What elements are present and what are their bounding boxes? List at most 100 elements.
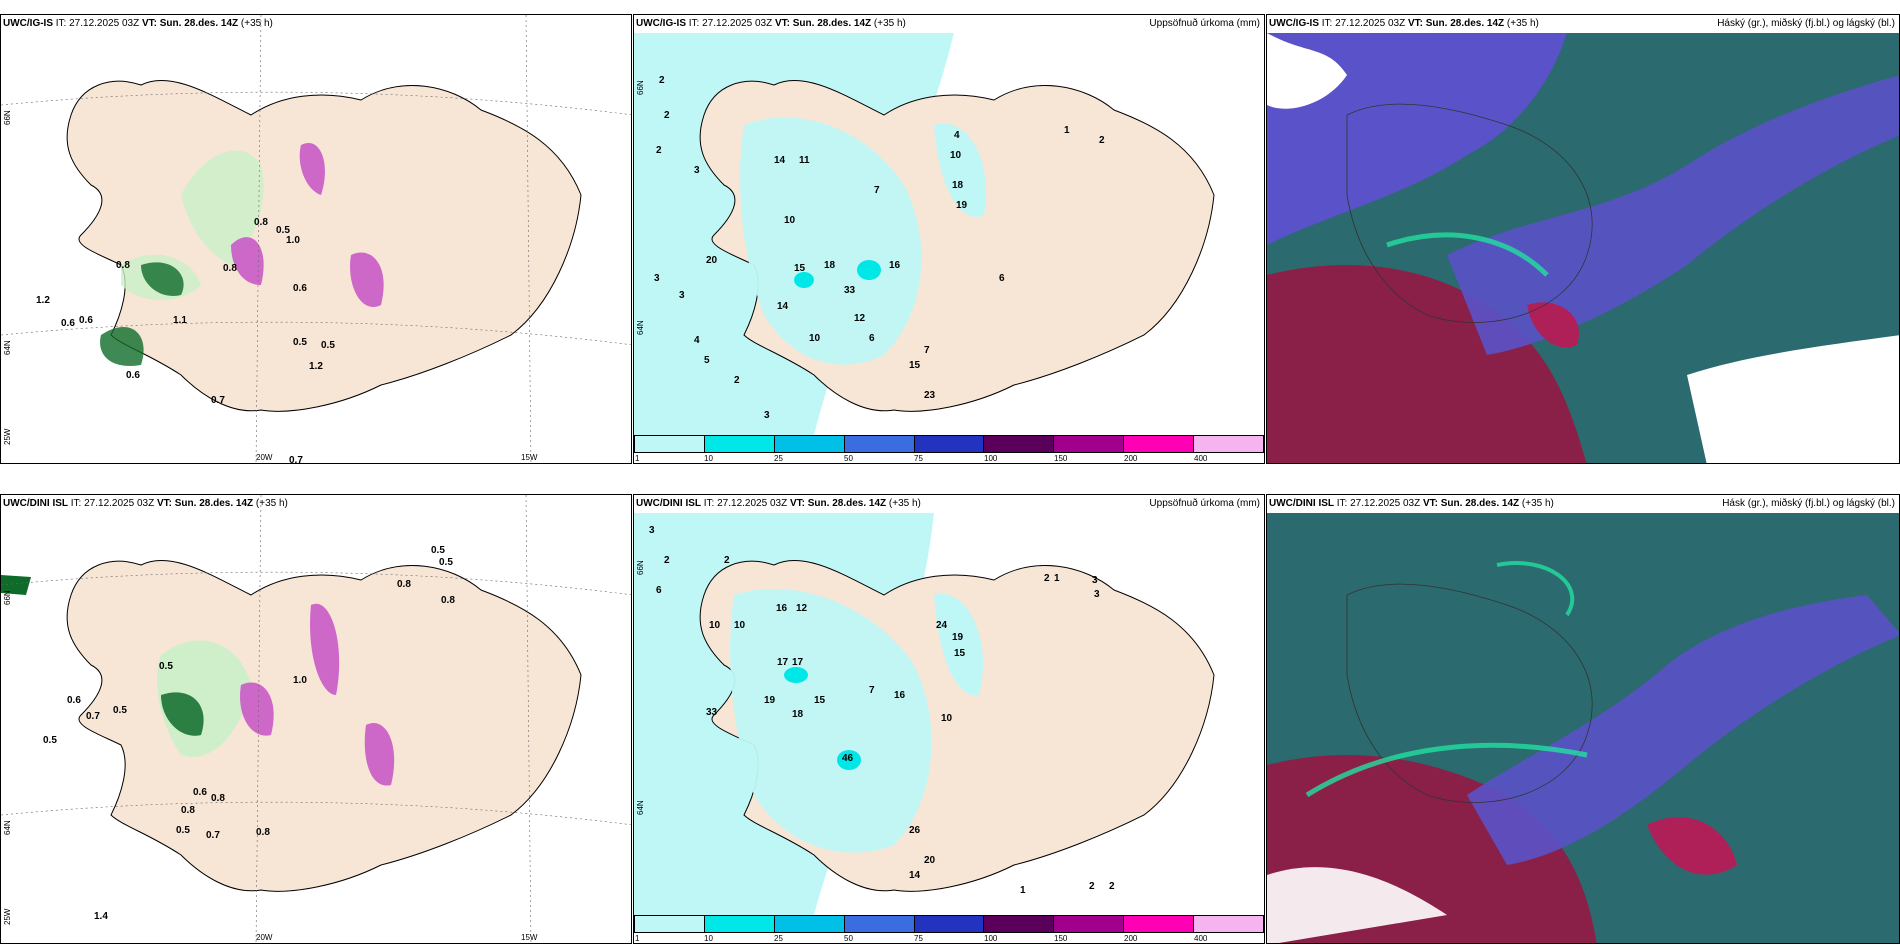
precip-value: 7 — [869, 685, 875, 696]
heavy-precip — [141, 262, 184, 296]
precip-area — [934, 123, 986, 217]
snow-area — [299, 143, 325, 195]
wind-value: 1.1 — [173, 315, 187, 326]
precip-value: 2 — [724, 555, 730, 566]
lon-label-20w: 20W — [256, 453, 273, 462]
precip-value: 19 — [764, 695, 776, 706]
lat-label-64n: 64N — [636, 800, 645, 815]
scale-swatch — [635, 916, 705, 932]
precip-value: 18 — [952, 180, 964, 191]
precip-value: 14 — [777, 301, 789, 312]
lead-time: (+35 h) — [1506, 18, 1539, 29]
it-label: IT: — [688, 18, 700, 29]
vt-value: Sun. 28.des. 14Z — [807, 498, 887, 509]
precip-value: 10 — [784, 215, 796, 226]
wind-value: 0.6 — [79, 315, 93, 326]
wind-value: 0.5 — [43, 735, 57, 746]
panel-top-cloud: UWC/IG-IS IT: 27.12.2025 03Z VT: Sun. 28… — [1266, 14, 1900, 464]
precip-value: 15 — [954, 648, 966, 659]
it-value: 27.12.2025 03Z — [84, 498, 155, 509]
scale-label: 200 — [1124, 934, 1138, 943]
panel-top-wind: UWC/IG-IS IT: 27.12.2025 03Z VT: Sun. 28… — [0, 14, 632, 464]
scale-swatch — [1194, 436, 1264, 452]
precip-map — [634, 513, 1215, 915]
precip-value: 10 — [734, 620, 746, 631]
panel-title: Uppsöfnuð úrkoma (mm) — [1149, 18, 1260, 29]
precip-value: 12 — [854, 313, 866, 324]
precip-value: 2 — [664, 110, 670, 121]
wind-value: 0.8 — [254, 217, 268, 228]
panel-header: UWC/DINI ISL IT: 27.12.2025 03Z VT: Sun.… — [636, 498, 921, 509]
cloud-map — [1267, 33, 1899, 463]
it-label: IT: — [703, 498, 715, 509]
precip-value: 1 — [1054, 573, 1060, 584]
precip-value: 1 — [1064, 125, 1070, 136]
precip-value: 46 — [842, 753, 854, 764]
precip-value: 15 — [909, 360, 921, 371]
precip-value: 3 — [764, 410, 770, 421]
precip-value: 2 — [1099, 135, 1105, 146]
scale-label: 400 — [1194, 454, 1208, 463]
clear-sky — [1267, 867, 1447, 943]
lat-label-64n: 64N — [3, 820, 12, 835]
scale-swatch — [774, 916, 845, 932]
it-value: 27.12.2025 03Z — [702, 18, 773, 29]
precip-value: 11 — [799, 155, 810, 166]
panel-top-precip: UWC/IG-IS IT: 27.12.2025 03Z VT: Sun. 28… — [633, 14, 1265, 464]
lon-label-25w: 25W — [3, 908, 12, 925]
wind-value: 0.8 — [441, 595, 455, 606]
lon-label-15w: 15W — [521, 933, 538, 942]
lead-time: (+35 h) — [255, 498, 288, 509]
lead-time: (+35 h) — [873, 18, 906, 29]
panel-header: UWC/DINI ISL IT: 27.12.2025 03Z VT: Sun.… — [3, 498, 288, 509]
scale-bar — [634, 435, 1264, 453]
model-name: UWC/DINI ISL — [636, 498, 701, 509]
lon-label-15w: 15W — [521, 453, 538, 462]
lead-time: (+35 h) — [888, 498, 921, 509]
snow-area — [240, 682, 274, 736]
precip-value: 3 — [694, 165, 700, 176]
lat-line — [1, 801, 631, 826]
wind-map — [1, 495, 631, 943]
scale-label: 50 — [844, 934, 853, 943]
vt-label: VT: — [774, 18, 790, 29]
it-value: 27.12.2025 03Z — [1350, 498, 1421, 509]
precip-value: 4 — [954, 130, 960, 141]
scale-swatch — [1054, 436, 1125, 452]
scale-swatch — [1054, 916, 1125, 932]
precip-value: 10 — [709, 620, 721, 631]
wind-map — [1, 15, 631, 463]
wind-value: 0.5 — [431, 545, 445, 556]
snow-area — [364, 723, 395, 786]
wind-value: 0.8 — [397, 579, 411, 590]
heavy-precip — [100, 326, 144, 366]
precip-map — [634, 33, 1264, 435]
precip-value: 12 — [796, 603, 808, 614]
scale-bar — [634, 915, 1264, 933]
scale-label: 1 — [635, 934, 640, 943]
precip-value: 15 — [814, 695, 826, 706]
heavy-precip — [1, 575, 31, 595]
lat-label-66n: 66N — [3, 590, 12, 605]
clear-sky — [1687, 335, 1899, 463]
wind-value: 0.6 — [126, 370, 140, 381]
scale-label: 150 — [1054, 454, 1068, 463]
vt-value: Sun. 28.des. 14Z — [1440, 498, 1520, 509]
scale-label: 50 — [844, 454, 853, 463]
lon-label-25w: 25W — [3, 428, 12, 445]
vt-value: Sun. 28.des. 14Z — [174, 498, 254, 509]
precip-value: 2 — [1044, 573, 1050, 584]
precip-value: 16 — [894, 690, 906, 701]
panel-title: Hásk (gr.), miðský (fj.bl.) og lágský (b… — [1722, 498, 1895, 509]
cloud-map — [1267, 513, 1899, 943]
precip-value: 2 — [734, 375, 740, 386]
scale-label: 10 — [704, 454, 713, 463]
scale-swatch — [844, 916, 915, 932]
panel-title: Uppsöfnuð úrkoma (mm) — [1149, 498, 1260, 509]
cloud-edge — [1305, 742, 1588, 798]
precip-value: 4 — [694, 335, 700, 346]
precip-value: 2 — [664, 555, 670, 566]
precip-value: 3 — [1092, 575, 1098, 586]
heavy-precip — [837, 750, 861, 770]
scale-swatch — [984, 916, 1055, 932]
